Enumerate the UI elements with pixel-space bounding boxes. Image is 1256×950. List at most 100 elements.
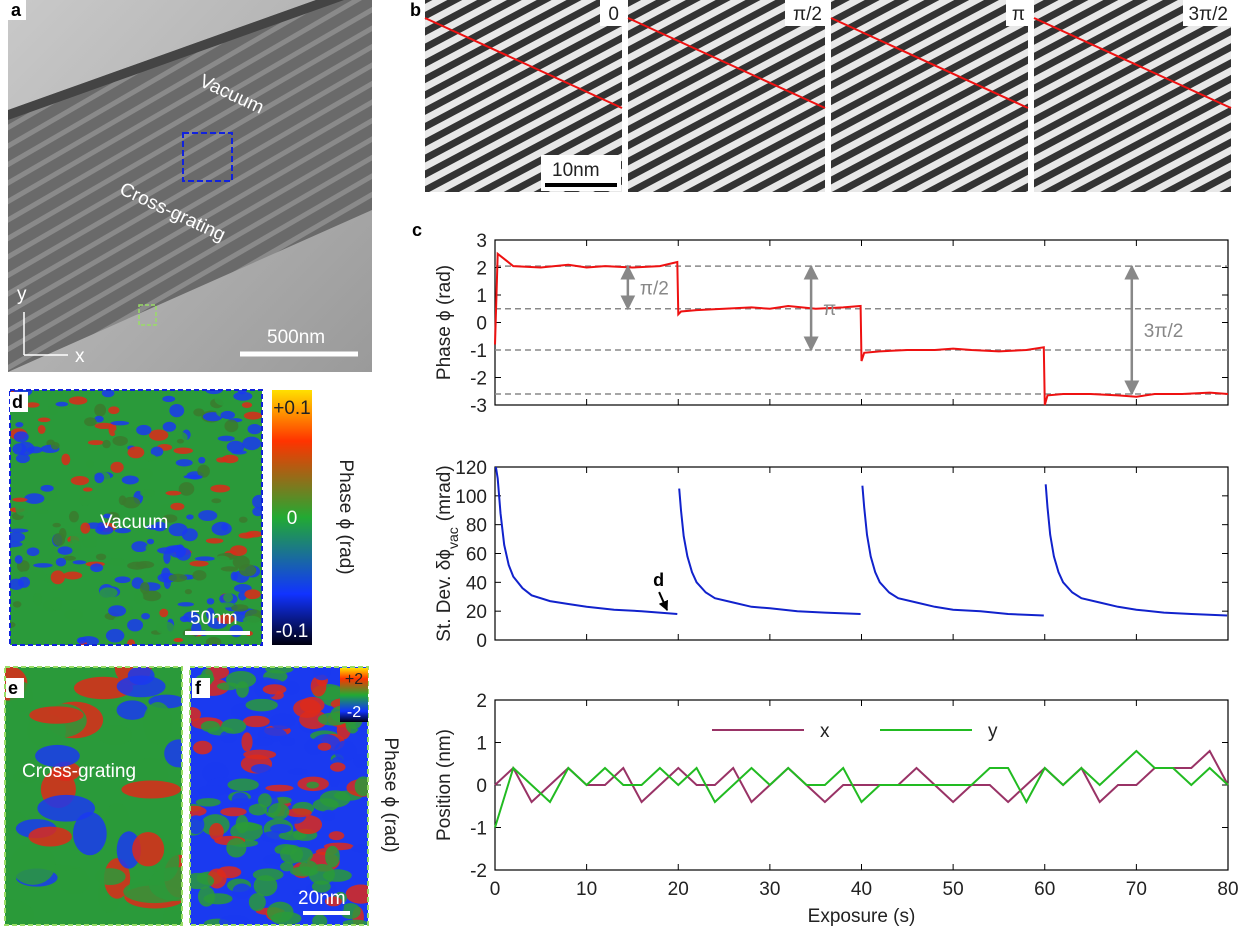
- texture-blob: [230, 798, 258, 806]
- y-tick-label: 120: [455, 458, 487, 479]
- texture-blob: [247, 423, 262, 435]
- texture-blob: [85, 460, 94, 468]
- texture-blob: [72, 811, 107, 856]
- texture-blob: [176, 438, 184, 444]
- texture-blob: [142, 590, 162, 602]
- y-tick-label: 1: [476, 734, 487, 755]
- texture-blob: [103, 513, 112, 519]
- texture-blob: [135, 468, 154, 480]
- phase-line: [627, 17, 826, 109]
- texture-blob: [29, 706, 84, 724]
- x-axis-label: Exposure (s): [808, 906, 916, 927]
- texture-blob: [216, 637, 238, 645]
- texture-blob: [55, 401, 69, 407]
- panel-label-box: [6, 678, 24, 698]
- texture-blob: [159, 451, 175, 459]
- texture-blob: [10, 621, 16, 628]
- texture-blob: [280, 844, 304, 864]
- texture-blob: [190, 805, 207, 817]
- texture-blob: [37, 794, 95, 822]
- texture-blob: [140, 488, 156, 498]
- texture-blob: [206, 598, 215, 605]
- texture-blob: [62, 571, 83, 580]
- colorbar-label: +2: [345, 671, 363, 688]
- texture-blob: [101, 390, 115, 398]
- frame: [9, 389, 263, 646]
- texture-blob: [173, 447, 193, 454]
- x-tick-label: 50: [943, 879, 964, 900]
- texture-blob: [127, 639, 136, 645]
- panel-d-image: [10, 390, 262, 645]
- texture-blob: [105, 628, 125, 643]
- texture-blob: [170, 502, 185, 511]
- texture-blob: [84, 417, 97, 427]
- texture-blob: [165, 490, 182, 496]
- texture-blob: [15, 422, 24, 428]
- texture-blob: [112, 435, 128, 446]
- texture-blob: [217, 435, 235, 442]
- texture-blob: [184, 588, 192, 595]
- texture-blob: [82, 487, 93, 492]
- y-tick-label: -1: [470, 819, 487, 840]
- texture-blob: [221, 718, 247, 734]
- texture-blob: [330, 762, 346, 772]
- texture-blob: [37, 425, 46, 434]
- frame: [4, 666, 183, 926]
- panel-label-box: [192, 678, 210, 698]
- y-axis-label-unit: (mrad): [434, 465, 455, 521]
- annotation: Vacuum: [100, 512, 168, 533]
- texture-blob: [99, 587, 118, 599]
- texture-blob: [308, 863, 335, 885]
- texture-blob: [145, 524, 163, 530]
- texture-blob: [225, 670, 257, 689]
- texture-blob: [205, 390, 223, 395]
- texture-blob: [10, 638, 18, 645]
- texture-blob: [193, 408, 205, 417]
- texture-blob: [190, 872, 215, 890]
- y-tick-label: 0: [476, 776, 487, 797]
- texture-blob: [266, 901, 294, 923]
- axis-y: y: [17, 284, 27, 305]
- texture-blob: [190, 815, 205, 835]
- texture-blob: [14, 555, 23, 564]
- phase-line: [830, 17, 1029, 109]
- annotation-arrow: [658, 591, 669, 611]
- texture-blob: [351, 843, 368, 854]
- texture-blob: [216, 457, 228, 463]
- y-tick-label: 80: [466, 516, 487, 537]
- texture-blob: [41, 493, 59, 501]
- texture-blob: [10, 541, 23, 548]
- texture-blob: [145, 544, 154, 552]
- texture-blob: [245, 698, 278, 712]
- texture-blob: [173, 637, 184, 643]
- difference-label: π: [823, 299, 836, 320]
- texture-blob: [217, 614, 235, 624]
- texture-blob: [28, 569, 46, 581]
- texture-blob: [253, 737, 274, 747]
- y-tick-label: 40: [466, 573, 487, 594]
- texture-blob: [175, 459, 193, 467]
- texture-blob: [230, 545, 248, 557]
- texture-blob: [148, 866, 182, 902]
- texture-blob: [177, 602, 194, 607]
- texture-blob: [161, 567, 171, 581]
- texture-blob: [252, 494, 262, 509]
- texture-blob: [190, 707, 201, 722]
- texture-blob: [205, 637, 222, 645]
- texture-blob: [342, 919, 368, 925]
- data-line: [494, 749, 1229, 828]
- colorbar-label: -2: [347, 704, 361, 721]
- texture-blob: [227, 778, 259, 792]
- texture-blob: [133, 590, 144, 605]
- texture-blob: [243, 411, 262, 420]
- texture-blob: [52, 522, 61, 528]
- texture-blob: [94, 868, 126, 885]
- data-line: [494, 251, 1229, 406]
- texture-blob: [24, 493, 45, 504]
- texture-blob: [238, 532, 255, 539]
- phase-label: 3π/2: [1188, 4, 1228, 25]
- texture-blob: [200, 720, 220, 733]
- phase-line: [1033, 17, 1232, 109]
- texture-blob: [195, 798, 221, 807]
- phase-line: [424, 17, 623, 109]
